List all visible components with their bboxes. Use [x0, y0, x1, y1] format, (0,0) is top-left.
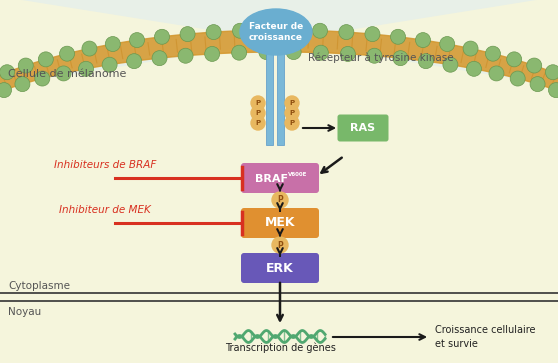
Circle shape: [286, 45, 301, 60]
Text: Croissance cellulaire
et survie: Croissance cellulaire et survie: [435, 325, 536, 348]
Polygon shape: [0, 30, 558, 102]
Text: Récepteur à tyrosine kinase: Récepteur à tyrosine kinase: [308, 53, 454, 63]
Circle shape: [35, 71, 50, 86]
Circle shape: [15, 77, 30, 91]
Circle shape: [339, 25, 354, 40]
Circle shape: [152, 51, 167, 66]
Text: P: P: [277, 241, 283, 249]
Circle shape: [340, 46, 355, 61]
Circle shape: [272, 237, 288, 253]
Circle shape: [510, 71, 525, 86]
Text: P: P: [256, 120, 261, 126]
Circle shape: [285, 116, 299, 130]
Circle shape: [251, 106, 265, 120]
FancyBboxPatch shape: [241, 163, 319, 193]
Circle shape: [507, 52, 522, 67]
Text: Noyau: Noyau: [8, 307, 41, 317]
Circle shape: [367, 48, 382, 63]
Text: Inhibiteurs de BRAF: Inhibiteurs de BRAF: [54, 160, 156, 170]
Circle shape: [251, 116, 265, 130]
Circle shape: [418, 54, 434, 69]
Circle shape: [233, 23, 248, 38]
Text: ERK: ERK: [266, 261, 294, 274]
Bar: [266, 12, 273, 145]
Text: Cytoplasme: Cytoplasme: [8, 281, 70, 291]
Circle shape: [129, 33, 145, 48]
Circle shape: [206, 25, 221, 40]
Circle shape: [285, 96, 299, 110]
FancyBboxPatch shape: [338, 114, 388, 142]
Circle shape: [463, 41, 478, 56]
Text: BRAF: BRAF: [256, 174, 288, 184]
Text: P: P: [256, 100, 261, 106]
Circle shape: [56, 66, 71, 81]
Bar: [277, 12, 284, 145]
Circle shape: [485, 46, 501, 61]
Circle shape: [39, 52, 54, 67]
Text: V600E: V600E: [288, 172, 307, 178]
Circle shape: [440, 37, 455, 52]
Circle shape: [178, 48, 193, 63]
Circle shape: [259, 45, 274, 60]
Circle shape: [545, 65, 558, 80]
Circle shape: [365, 26, 380, 42]
Polygon shape: [0, 0, 558, 90]
Text: P: P: [277, 196, 283, 204]
Circle shape: [312, 23, 328, 38]
Circle shape: [416, 33, 430, 48]
Text: P: P: [290, 120, 295, 126]
Circle shape: [251, 96, 265, 110]
Circle shape: [272, 192, 288, 208]
Circle shape: [180, 26, 195, 42]
Circle shape: [0, 65, 15, 80]
Text: P: P: [290, 110, 295, 116]
Text: P: P: [256, 110, 261, 116]
Circle shape: [18, 58, 33, 73]
Circle shape: [489, 66, 504, 81]
Circle shape: [82, 41, 97, 56]
Circle shape: [466, 61, 482, 76]
Circle shape: [530, 77, 545, 91]
Circle shape: [259, 23, 274, 38]
Circle shape: [391, 29, 406, 44]
Circle shape: [79, 61, 94, 76]
Text: RAS: RAS: [350, 123, 376, 133]
Circle shape: [285, 106, 299, 120]
Circle shape: [60, 46, 75, 61]
Circle shape: [286, 23, 301, 38]
Circle shape: [205, 46, 220, 61]
Circle shape: [393, 51, 408, 66]
Circle shape: [155, 29, 170, 44]
Circle shape: [102, 57, 117, 72]
Circle shape: [105, 37, 121, 52]
Circle shape: [0, 83, 12, 98]
Ellipse shape: [240, 9, 312, 55]
Circle shape: [527, 58, 542, 73]
Bar: [273, 17, 278, 52]
FancyBboxPatch shape: [241, 208, 319, 238]
Text: Cellule de mélanome: Cellule de mélanome: [8, 69, 126, 79]
Text: Inhibiteur de MEK: Inhibiteur de MEK: [59, 205, 151, 215]
FancyBboxPatch shape: [241, 253, 319, 283]
Text: MEK: MEK: [264, 216, 295, 229]
Circle shape: [443, 57, 458, 72]
Text: P: P: [290, 100, 295, 106]
Circle shape: [232, 45, 247, 60]
Text: Transcription de gènes: Transcription de gènes: [224, 343, 335, 353]
Circle shape: [314, 45, 328, 60]
Text: Facteur de
croissance: Facteur de croissance: [249, 22, 303, 42]
Circle shape: [127, 54, 142, 69]
Circle shape: [549, 83, 558, 98]
